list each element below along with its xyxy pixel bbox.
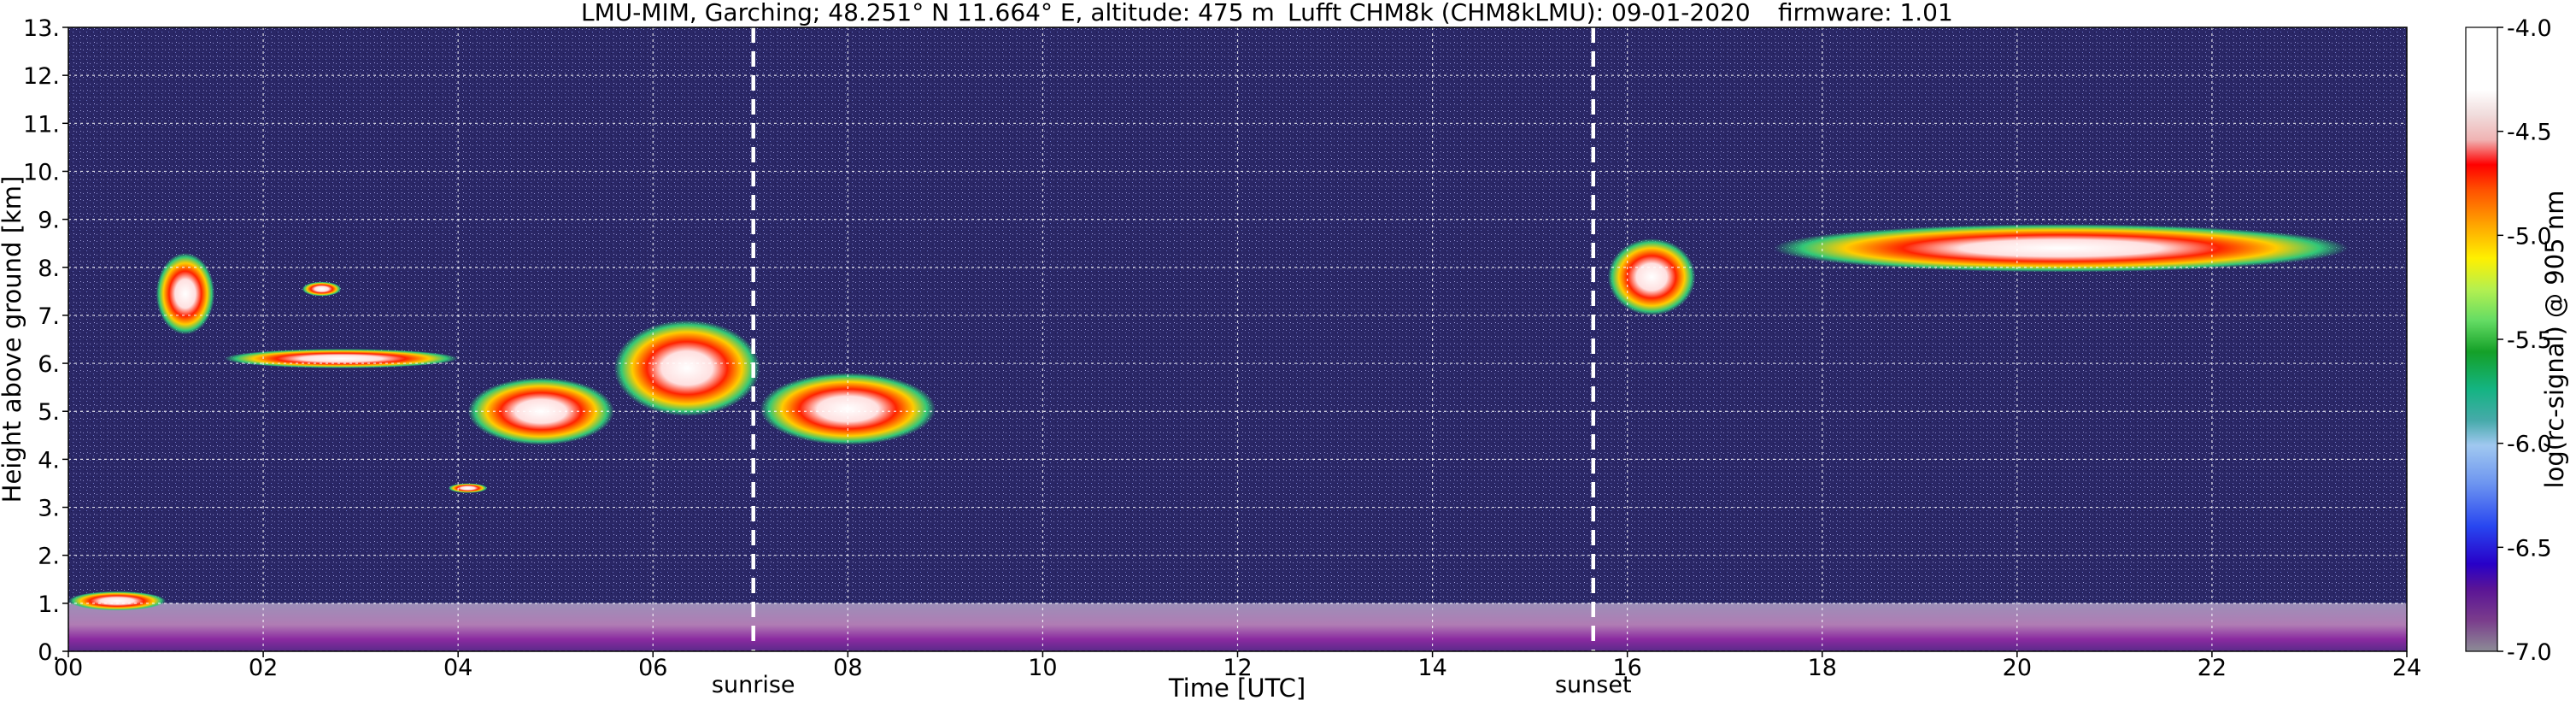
x-tick-label: 06 [638, 655, 667, 681]
colorbar-tick-label: -7.0 [2507, 639, 2552, 666]
cloud-layer-2 [302, 281, 342, 297]
y-tick-label: 8. [38, 256, 60, 282]
x-tick-label: 08 [833, 655, 862, 681]
cloud-layer-5 [760, 373, 936, 445]
colorbar-tick-label: -6.0 [2507, 432, 2552, 458]
y-axis-title: Height above ground [km] [0, 176, 26, 503]
sunrise-label: sunrise [712, 672, 795, 698]
cloud-layer-8 [68, 591, 167, 611]
x-tick-label: 02 [249, 655, 278, 681]
plot-area [68, 27, 2407, 651]
x-tick-label: 14 [1417, 655, 1446, 681]
sunset-label: sunset [1555, 672, 1632, 698]
colorbar [2465, 26, 2498, 652]
x-tick-label: 20 [2003, 655, 2032, 681]
y-tick-label: 10. [23, 159, 60, 185]
colorbar-tick-label: -4.0 [2507, 15, 2552, 42]
x-tick-label: 04 [443, 655, 472, 681]
cloud-layer-1 [224, 349, 459, 368]
x-axis-title: Time [UTC] [1168, 674, 1306, 703]
cloud-layer-9 [448, 483, 488, 493]
y-tick-label: 7. [38, 303, 60, 330]
chart-title-instrument: Lufft CHM8k (CHM8kLMU): 09-01-2020 [1288, 0, 1751, 26]
y-tick-label: 2. [38, 544, 60, 570]
cloud-layer-6 [1607, 238, 1696, 315]
chart-title-firmware: firmware: 1.01 [1778, 0, 1953, 26]
y-tick-label: 4. [38, 447, 60, 474]
colorbar-label: log(rc-signal) @ 905 nm [2540, 191, 2569, 489]
colorbar-tick-label: -5.5 [2507, 327, 2552, 354]
y-tick-label: 6. [38, 351, 60, 378]
colorbar-tick-label: -5.0 [2507, 223, 2552, 250]
y-tick-label: 5. [38, 399, 60, 426]
x-tick-label: 16 [1612, 655, 1641, 681]
colorbar-tick-label: -6.5 [2507, 535, 2552, 562]
y-tick-label: 9. [38, 208, 60, 234]
y-tick-label: 0. [38, 639, 60, 666]
y-tick-label: 13. [23, 15, 60, 42]
x-tick-label: 00 [54, 655, 83, 681]
cloud-layer-7 [1773, 224, 2349, 273]
y-tick-label: 3. [38, 496, 60, 522]
x-tick-label: 24 [2392, 655, 2421, 681]
y-tick-label: 11. [23, 111, 60, 138]
y-tick-label: 12. [23, 63, 60, 90]
colorbar-tick-label: -4.5 [2507, 120, 2552, 146]
cloud-layer-0 [155, 252, 215, 335]
y-tick-label: 1. [38, 591, 60, 618]
x-tick-label: 18 [1808, 655, 1837, 681]
chart-title-location: LMU-MIM, Garching; 48.251° N 11.664° E, … [581, 0, 1275, 26]
x-tick-label: 10 [1028, 655, 1057, 681]
x-tick-label: 22 [2198, 655, 2227, 681]
x-tick-label: 12 [1223, 655, 1252, 681]
cloud-layer-4 [613, 320, 760, 416]
